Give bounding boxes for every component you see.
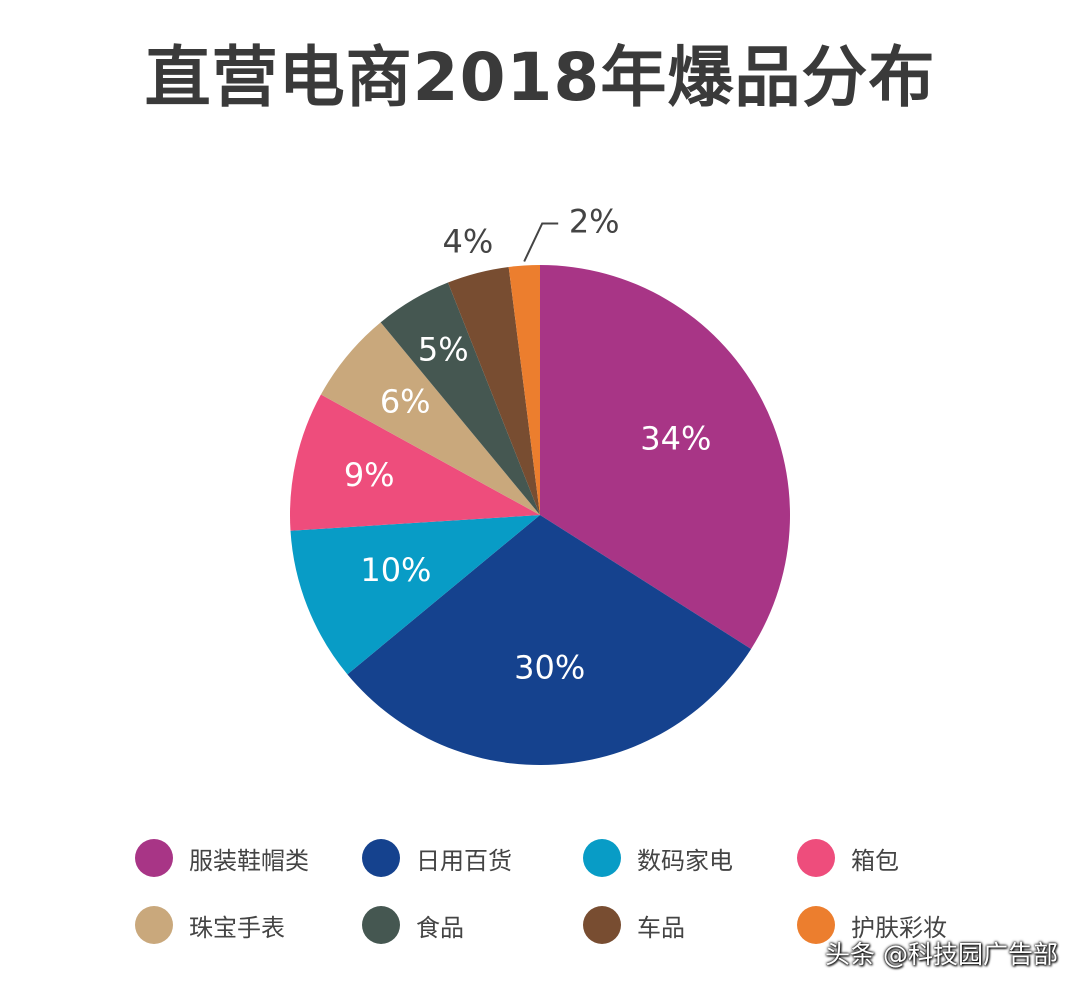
legend-swatch: [797, 906, 835, 944]
legend-label: 车品: [637, 913, 685, 942]
legend-item-5: 珠宝手表: [135, 903, 285, 947]
legend-label: 珠宝手表: [189, 913, 285, 942]
legend-item-4: 箱包: [797, 836, 899, 880]
pie-slice-8: [508, 265, 540, 515]
legend-label: 服装鞋帽类: [189, 846, 309, 875]
legend-swatch: [362, 906, 400, 944]
pie-slice-5: [320, 322, 540, 515]
legend-swatch: [135, 906, 173, 944]
legend-swatch: [583, 839, 621, 877]
legend-swatch: [797, 839, 835, 877]
pie-slice-3: [290, 515, 540, 675]
slice-value-label-4: 9%: [344, 456, 395, 494]
legend-item-1: 服装鞋帽类: [135, 836, 309, 880]
slice-value-label-5: 6%: [380, 383, 431, 421]
legend-item-7: 车品: [583, 903, 685, 947]
pie-slice-7: [447, 266, 540, 515]
legend-label: 数码家电: [637, 846, 733, 875]
slice-value-label-6: 5%: [418, 331, 469, 369]
pie-slice-6: [380, 282, 540, 515]
slice-value-label-1: 34%: [640, 419, 711, 457]
chart-title: 直营电商2018年爆品分布: [144, 39, 936, 116]
legend-swatch: [362, 839, 400, 877]
pie-slice-4: [289, 394, 540, 531]
slice-value-label-8: 2%: [569, 203, 620, 241]
pie-slice-1: [540, 265, 791, 649]
pie-slice-2: [347, 515, 752, 766]
legend-swatch: [583, 906, 621, 944]
slice-value-label-3: 10%: [360, 551, 431, 589]
watermark: 头条 @科技园广告部: [825, 940, 1058, 969]
legend-item-8: 护肤彩妆: [797, 903, 947, 947]
legend-label: 箱包: [851, 846, 899, 875]
legend-label: 食品: [416, 913, 464, 942]
legend-label: 日用百货: [416, 846, 512, 875]
legend-label: 护肤彩妆: [851, 913, 947, 942]
legend-item-3: 数码家电: [583, 836, 733, 880]
legend-swatch: [135, 839, 173, 877]
legend-item-2: 日用百货: [362, 836, 512, 880]
slice-value-label-7: 4%: [443, 223, 494, 261]
slice-value-label-2: 30%: [514, 649, 585, 687]
leader-line: [523, 222, 559, 262]
legend-item-6: 食品: [362, 903, 464, 947]
